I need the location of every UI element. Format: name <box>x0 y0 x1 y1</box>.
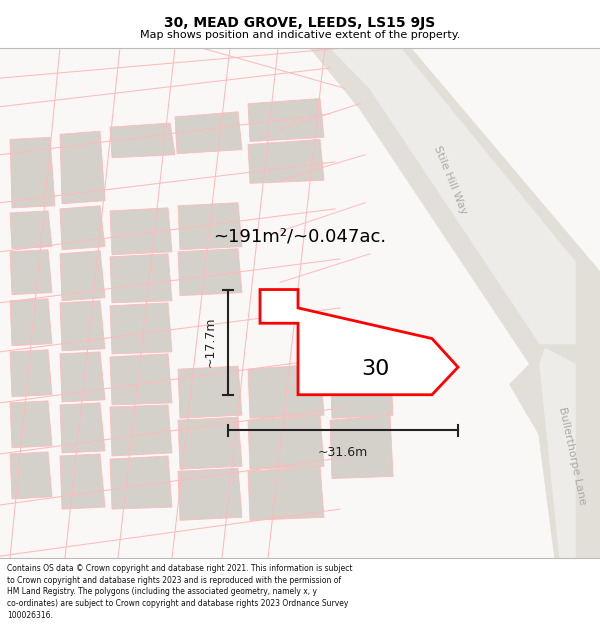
Polygon shape <box>178 418 242 469</box>
Polygon shape <box>110 302 172 354</box>
Polygon shape <box>178 249 242 296</box>
Polygon shape <box>10 299 52 346</box>
Polygon shape <box>110 123 175 158</box>
Text: ~17.7m: ~17.7m <box>203 317 217 368</box>
Polygon shape <box>60 206 105 250</box>
Polygon shape <box>178 202 242 250</box>
Polygon shape <box>110 208 172 255</box>
Polygon shape <box>178 468 242 521</box>
Polygon shape <box>540 349 575 558</box>
Polygon shape <box>10 452 52 499</box>
Polygon shape <box>10 401 52 448</box>
Polygon shape <box>10 250 52 294</box>
Text: Map shows position and indicative extent of the property.: Map shows position and indicative extent… <box>140 30 460 40</box>
Polygon shape <box>175 112 242 154</box>
Polygon shape <box>248 415 324 469</box>
Text: Bullerthorpe Lane: Bullerthorpe Lane <box>557 406 587 506</box>
Text: Contains OS data © Crown copyright and database right 2021. This information is : Contains OS data © Crown copyright and d… <box>7 564 353 620</box>
Polygon shape <box>248 99 324 141</box>
Text: ~31.6m: ~31.6m <box>318 446 368 459</box>
Polygon shape <box>60 454 105 509</box>
Polygon shape <box>530 344 600 558</box>
Text: Stile Hill Way: Stile Hill Way <box>431 144 469 216</box>
Polygon shape <box>60 131 105 204</box>
Text: 30, MEAD GROVE, LEEDS, LS15 9JS: 30, MEAD GROVE, LEEDS, LS15 9JS <box>164 16 436 30</box>
Polygon shape <box>60 251 105 301</box>
Text: 30: 30 <box>361 359 389 379</box>
Polygon shape <box>10 350 52 397</box>
Polygon shape <box>60 301 105 351</box>
Polygon shape <box>110 354 172 405</box>
Polygon shape <box>248 139 324 183</box>
Polygon shape <box>260 289 458 395</box>
Polygon shape <box>60 403 105 453</box>
Polygon shape <box>10 211 52 249</box>
Polygon shape <box>110 405 172 456</box>
Polygon shape <box>178 366 242 418</box>
Polygon shape <box>330 48 575 344</box>
Polygon shape <box>248 364 324 418</box>
Polygon shape <box>330 359 393 418</box>
Polygon shape <box>310 48 600 364</box>
Polygon shape <box>510 364 600 446</box>
Polygon shape <box>110 456 172 509</box>
Polygon shape <box>60 352 105 402</box>
Polygon shape <box>248 466 324 521</box>
Text: ~191m²/~0.047ac.: ~191m²/~0.047ac. <box>214 228 386 246</box>
Polygon shape <box>110 254 172 302</box>
Polygon shape <box>10 138 55 208</box>
Polygon shape <box>330 415 393 479</box>
